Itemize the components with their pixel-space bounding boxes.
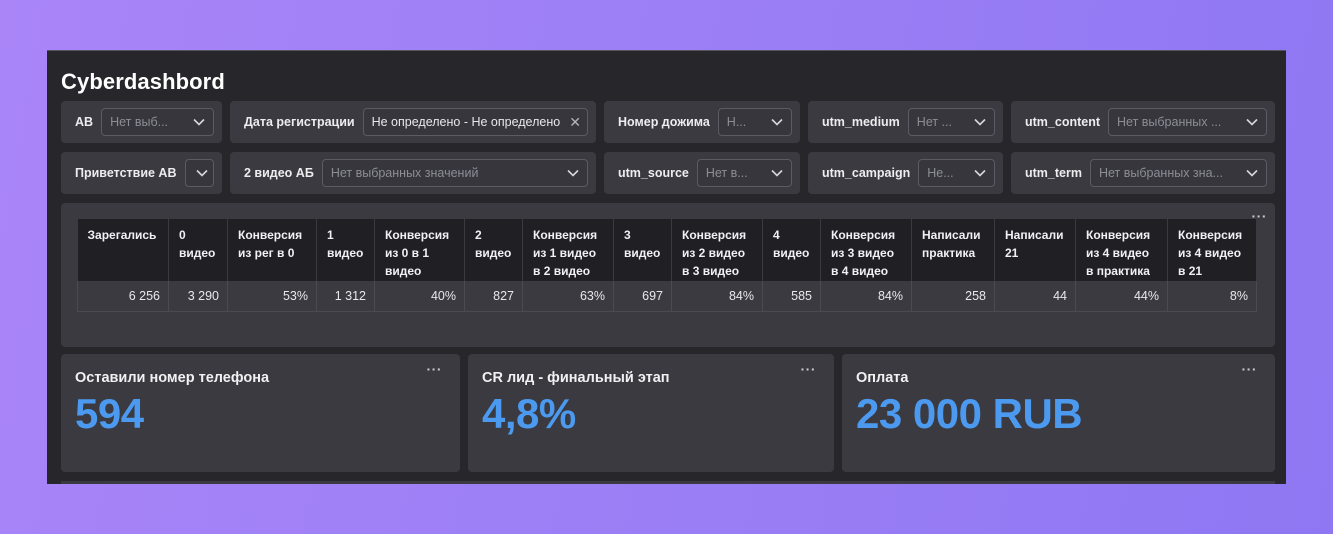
column-header[interactable]: 0 видео: [168, 219, 228, 281]
funnel-table: Зарегались 0 видео Конверсия из рег в 0 …: [77, 219, 1257, 312]
kpi-value: 23 000 RUB: [856, 390, 1083, 437]
chevron-down-icon: [194, 165, 210, 181]
filter-utm-medium: utm_medium Нет ...: [808, 101, 1003, 143]
filter-value: Не определено - Не определено: [371, 115, 561, 129]
kpi-label: CR лид - финальный этап: [482, 370, 670, 386]
table-cell: 258: [911, 281, 995, 312]
filter-value: Нет выб...: [110, 115, 169, 129]
table-cell: 6 256: [77, 281, 169, 312]
filter-label: utm_medium: [822, 115, 900, 129]
chevron-down-icon: [565, 165, 581, 181]
filter-label: utm_content: [1025, 115, 1100, 129]
filter-label: Дата регистрации: [244, 115, 355, 129]
filter-value: Н...: [726, 115, 747, 129]
filter-registration-date: Дата регистрации Не определено - Не опре…: [230, 101, 596, 143]
filter-value: Нет выбранных зна...: [1098, 166, 1223, 180]
table-cell: 827: [464, 281, 523, 312]
utm-source-select[interactable]: Нет в...: [696, 159, 792, 187]
filter-utm-term: utm_term Нет выбранных зна...: [1011, 152, 1275, 194]
column-header[interactable]: Конверсия из 4 видео в практика: [1075, 219, 1168, 281]
filter-label: АВ: [75, 115, 94, 129]
filter-greeting-ab: Приветствие АВ: [61, 152, 222, 194]
chevron-down-icon: [1244, 165, 1260, 181]
table-cell: 8%: [1167, 281, 1257, 312]
filter-ab: АВ Нет выб...: [61, 101, 222, 143]
kpi-card-payment: ··· Оплата 23 000 RUB: [842, 354, 1275, 472]
column-header[interactable]: Зарегались: [77, 219, 169, 281]
funnel-table-card: ··· Зарегались 0 видео Конверсия из рег …: [61, 203, 1275, 347]
more-options-icon[interactable]: ···: [426, 361, 442, 377]
video2-ab-select[interactable]: Нет выбранных значений: [321, 159, 588, 187]
filter-label: utm_term: [1025, 166, 1082, 180]
filter-label: Номер дожима: [618, 115, 710, 129]
utm-content-select[interactable]: Нет выбранных ...: [1108, 108, 1267, 136]
utm-medium-select[interactable]: Нет ...: [907, 108, 995, 136]
column-header[interactable]: Написали практика: [911, 219, 995, 281]
table-cell: 697: [613, 281, 672, 312]
table-cell: 40%: [374, 281, 465, 312]
chevron-down-icon: [191, 114, 207, 130]
filter-utm-source: utm_source Нет в...: [604, 152, 800, 194]
filter-value: Нет выбранных ...: [1117, 115, 1222, 129]
column-header[interactable]: 4 видео: [762, 219, 821, 281]
filter-value: Нет выбранных значений: [330, 166, 479, 180]
filter-label: utm_source: [618, 166, 689, 180]
filter-video2-ab: 2 видео АБ Нет выбранных значений: [230, 152, 596, 194]
chevron-down-icon: [769, 165, 785, 181]
page-title: Cyberdashbord: [61, 69, 225, 94]
table-cell: 84%: [820, 281, 912, 312]
filter-label: utm_campaign: [822, 166, 911, 180]
table-cell: 44%: [1075, 281, 1168, 312]
utm-term-select[interactable]: Нет выбранных зна...: [1089, 159, 1267, 187]
chevron-down-icon: [1244, 114, 1260, 130]
table-cell: 585: [762, 281, 821, 312]
table-cell: 3 290: [168, 281, 228, 312]
column-header[interactable]: 3 видео: [613, 219, 672, 281]
kpi-value: 4,8%: [482, 390, 576, 437]
kpi-value: 594: [75, 390, 144, 437]
column-header[interactable]: 2 видео: [464, 219, 523, 281]
next-widget-edge: [61, 481, 1275, 484]
greeting-ab-select[interactable]: [184, 159, 214, 187]
filter-ab-select[interactable]: Нет выб...: [101, 108, 214, 136]
filter-utm-campaign: utm_campaign Не...: [808, 152, 1003, 194]
table-cell: 53%: [227, 281, 317, 312]
filter-value: Нет ...: [916, 115, 952, 129]
column-header[interactable]: Конверсия из 4 видео в 21: [1167, 219, 1257, 281]
more-options-icon[interactable]: ···: [800, 361, 816, 377]
utm-campaign-select[interactable]: Не...: [918, 159, 995, 187]
table-cell: 1 312: [316, 281, 375, 312]
dozhim-number-select[interactable]: Н...: [717, 108, 792, 136]
table-cell: 63%: [522, 281, 614, 312]
table-header-row: Зарегались 0 видео Конверсия из рег в 0 …: [77, 219, 1257, 281]
table-row: 6 256 3 290 53% 1 312 40% 827 63% 697 84…: [77, 281, 1257, 312]
dashboard: Cyberdashbord АВ Нет выб... Дата регистр…: [47, 50, 1286, 484]
column-header[interactable]: Конверсия из 3 видео в 4 видео: [820, 219, 912, 281]
table-cell: 84%: [671, 281, 763, 312]
column-header[interactable]: Конверсия из рег в 0: [227, 219, 317, 281]
filter-dozhim-number: Номер дожима Н...: [604, 101, 800, 143]
chevron-down-icon: [972, 165, 988, 181]
filter-value: Нет в...: [705, 166, 748, 180]
kpi-card-cr: ··· CR лид - финальный этап 4,8%: [468, 354, 834, 472]
table-cell: 44: [994, 281, 1076, 312]
column-header[interactable]: Написали 21: [994, 219, 1076, 281]
filter-utm-content: utm_content Нет выбранных ...: [1011, 101, 1275, 143]
registration-date-select[interactable]: Не определено - Не определено ✕: [362, 108, 588, 136]
more-options-icon[interactable]: ···: [1241, 361, 1257, 377]
column-header[interactable]: Конверсия из 0 в 1 видео: [374, 219, 465, 281]
kpi-card-phone: ··· Оставили номер телефона 594: [61, 354, 460, 472]
kpi-label: Оплата: [856, 370, 909, 386]
close-icon[interactable]: ✕: [569, 114, 581, 130]
column-header[interactable]: 1 видео: [316, 219, 375, 281]
filter-value: Не...: [927, 166, 954, 180]
kpi-label: Оставили номер телефона: [75, 370, 270, 386]
chevron-down-icon: [769, 114, 785, 130]
chevron-down-icon: [972, 114, 988, 130]
column-header[interactable]: Конверсия из 2 видео в 3 видео: [671, 219, 763, 281]
column-header[interactable]: Конверсия из 1 видео в 2 видео: [522, 219, 614, 281]
filter-label: 2 видео АБ: [244, 166, 314, 180]
filter-label: Приветствие АВ: [75, 166, 177, 180]
